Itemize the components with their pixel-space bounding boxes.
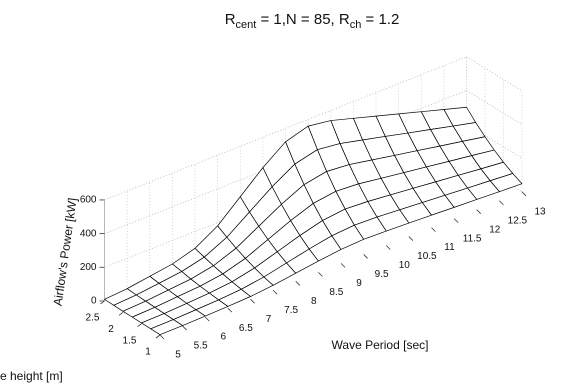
x-tick-label: 6 <box>220 332 226 343</box>
x-tick-label: 12 <box>489 224 501 235</box>
y-tick-label: 1.5 <box>123 335 137 346</box>
x-tick-label: 9.5 <box>375 269 389 280</box>
x-axis-label: Wave Period [sec] <box>332 338 429 352</box>
x-tick <box>431 227 436 232</box>
y-axis-label: e height [m] <box>0 369 63 383</box>
x-tick <box>453 218 459 223</box>
x-tick <box>499 200 504 206</box>
x-tick <box>182 325 187 331</box>
x-tick <box>408 236 414 241</box>
x-tick-label: 11.5 <box>463 233 482 244</box>
y-tick-label: 2.5 <box>86 313 100 324</box>
z-tick-label: 0 <box>91 296 97 307</box>
y-tick <box>100 300 105 305</box>
title-sub: ch <box>350 19 362 31</box>
x-tick <box>204 316 210 322</box>
x-tick <box>272 289 278 295</box>
z-tick-label: 600 <box>80 195 97 206</box>
z-axis-label: Airflow's Power [kW] <box>51 197 80 307</box>
x-tick <box>385 245 391 250</box>
x-tick-label: 9 <box>356 278 362 289</box>
x-tick <box>295 281 301 286</box>
title-part: R <box>225 11 236 28</box>
x-tick-label: 10 <box>399 260 411 271</box>
x-tick <box>340 263 346 268</box>
grid-line <box>466 123 523 159</box>
y-tick <box>137 323 142 327</box>
y-tick <box>155 334 161 339</box>
x-tick-label: 6.5 <box>239 323 253 334</box>
x-tick-label: 5 <box>175 350 181 361</box>
x-tick-label: 8.5 <box>329 287 343 298</box>
z-tick-label: 200 <box>80 262 97 273</box>
surface-patch <box>150 319 183 336</box>
grid-line <box>466 90 523 125</box>
y-tick-label: 1 <box>145 347 151 358</box>
y-tick-label: 2 <box>108 324 114 335</box>
y-tick <box>118 311 124 316</box>
x-tick-label: 12.5 <box>508 215 528 226</box>
x-tick-label: 5.5 <box>194 341 208 352</box>
x-tick <box>159 334 165 340</box>
x-tick-label: 8 <box>311 296 317 307</box>
x-tick-label: 7.5 <box>284 305 298 316</box>
chart-title: Rcent = 1,N = 85, Rch = 1.2 <box>225 11 400 31</box>
x-tick-label: 11 <box>444 242 455 253</box>
x-tick <box>476 209 482 214</box>
x-tick-label: 10.5 <box>417 251 437 262</box>
x-tick <box>363 254 368 259</box>
x-tick-label: 13 <box>534 206 546 217</box>
grid-line <box>466 56 523 92</box>
title-sub: cent <box>236 19 257 31</box>
x-tick-label: 7 <box>266 314 272 325</box>
x-tick <box>318 272 323 277</box>
x-tick <box>250 298 255 304</box>
title-part: = 1.2 <box>361 11 399 28</box>
z-tick-label: 400 <box>80 228 97 239</box>
grid-line <box>104 56 467 201</box>
x-tick <box>521 191 527 197</box>
title-part: = 1,N = 85, R <box>256 11 350 28</box>
x-tick <box>227 307 233 313</box>
